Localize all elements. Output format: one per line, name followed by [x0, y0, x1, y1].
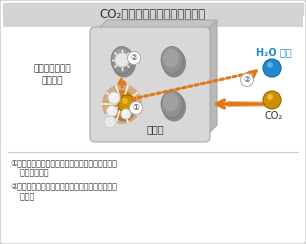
Ellipse shape: [162, 92, 186, 122]
Text: CO₂: CO₂: [265, 111, 283, 121]
Ellipse shape: [111, 47, 133, 73]
Circle shape: [129, 102, 143, 114]
Ellipse shape: [231, 101, 241, 107]
Circle shape: [118, 95, 136, 113]
FancyBboxPatch shape: [90, 27, 210, 142]
Ellipse shape: [255, 101, 265, 107]
Text: ②: ②: [131, 53, 137, 62]
Circle shape: [263, 59, 281, 77]
Circle shape: [267, 94, 273, 100]
Ellipse shape: [163, 49, 179, 68]
Polygon shape: [95, 20, 217, 32]
Ellipse shape: [249, 101, 259, 107]
Ellipse shape: [111, 91, 133, 118]
Circle shape: [108, 90, 136, 118]
Circle shape: [241, 73, 253, 87]
Circle shape: [115, 53, 129, 67]
FancyBboxPatch shape: [3, 3, 303, 27]
Ellipse shape: [237, 101, 247, 107]
Circle shape: [102, 84, 142, 124]
Text: ①: ①: [132, 103, 140, 112]
Ellipse shape: [267, 101, 277, 107]
Ellipse shape: [113, 49, 129, 68]
Ellipse shape: [112, 49, 136, 78]
FancyArrowPatch shape: [217, 100, 269, 108]
Ellipse shape: [243, 101, 253, 107]
Ellipse shape: [113, 92, 129, 112]
Circle shape: [106, 105, 118, 116]
Circle shape: [108, 92, 120, 104]
Circle shape: [111, 94, 115, 98]
Ellipse shape: [161, 47, 183, 73]
Ellipse shape: [161, 91, 183, 118]
Ellipse shape: [225, 101, 235, 107]
Text: 消石灰: 消石灰: [146, 124, 164, 134]
Text: CO₂除去メカニズムイメージ図: CO₂除去メカニズムイメージ図: [100, 9, 206, 21]
Ellipse shape: [162, 49, 186, 78]
Polygon shape: [205, 20, 217, 137]
Text: 炭酸カルシウム
へと変化: 炭酸カルシウム へと変化: [33, 64, 71, 86]
Ellipse shape: [163, 92, 179, 112]
Text: なる。: なる。: [10, 192, 34, 201]
Ellipse shape: [261, 101, 271, 107]
Text: H₂O 蔭発: H₂O 蔭発: [256, 47, 292, 57]
Circle shape: [267, 62, 273, 68]
Circle shape: [121, 109, 131, 119]
Circle shape: [123, 110, 127, 114]
Text: ②: ②: [244, 75, 250, 84]
Text: ②生成点により水分が蒸発し、炭酸カルシウムと: ②生成点により水分が蒸発し、炭酸カルシウムと: [10, 182, 117, 191]
Text: ①二酸化炭素と水酸化カルシウムが化学反応し生: ①二酸化炭素と水酸化カルシウムが化学反応し生: [10, 158, 117, 167]
Circle shape: [122, 98, 128, 104]
Circle shape: [128, 51, 140, 64]
Ellipse shape: [112, 92, 136, 122]
Circle shape: [104, 116, 116, 128]
Circle shape: [109, 107, 113, 111]
Text: 成点が発生。: 成点が発生。: [10, 168, 48, 177]
Circle shape: [263, 91, 281, 109]
